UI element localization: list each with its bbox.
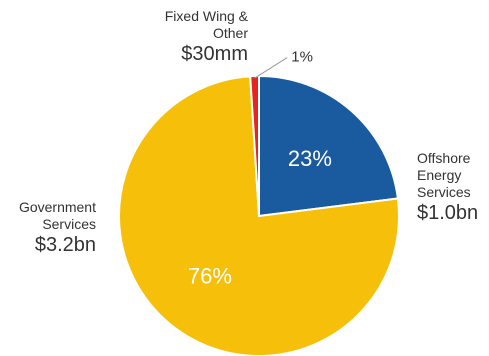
leader-line-fixed_wing bbox=[254, 57, 288, 79]
offshore-label: Offshore Energy Services $1.0bn bbox=[417, 150, 478, 225]
pie-slice-offshore bbox=[258, 74, 400, 218]
pie-slice-fixed_wing bbox=[249, 74, 260, 217]
fixed-wing-name-line: Other bbox=[212, 25, 248, 41]
pct-label-offshore: 23% bbox=[288, 146, 332, 171]
government-name-line: Services bbox=[42, 216, 96, 232]
fixed-wing-value: $30mm bbox=[181, 43, 248, 65]
offshore-name-line: Offshore bbox=[417, 150, 471, 166]
government-name-line: Government bbox=[18, 199, 96, 215]
government-value: $3.2bn bbox=[34, 234, 96, 256]
offshore-name-line: Energy bbox=[417, 167, 462, 183]
government-label: Government Services $3.2bn bbox=[0, 199, 96, 257]
pct-label-government: 76% bbox=[188, 263, 232, 288]
fixed-wing-label: Fixed Wing & Other $30mm bbox=[130, 8, 248, 66]
pct-label-fixed_wing: 1% bbox=[291, 49, 313, 66]
fixed-wing-name-line: Fixed Wing & bbox=[164, 8, 248, 24]
offshore-name-line: Services bbox=[417, 184, 471, 200]
offshore-value: $1.0bn bbox=[417, 202, 479, 224]
pie-slice-government bbox=[118, 75, 400, 356]
